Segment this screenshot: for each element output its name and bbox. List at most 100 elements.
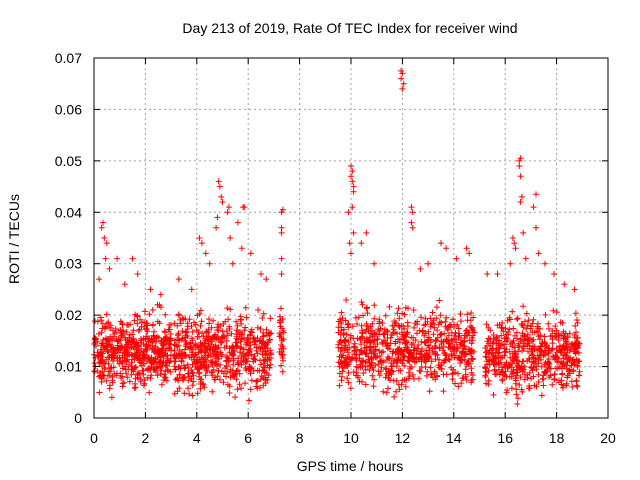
- data-point: [547, 365, 554, 372]
- data-point: [191, 319, 197, 326]
- data-point: [374, 341, 381, 347]
- data-point: [446, 356, 453, 363]
- data-point: [234, 359, 241, 366]
- data-point: [426, 347, 433, 354]
- data-point: [511, 353, 518, 360]
- data-point: [345, 349, 351, 356]
- data-point: [529, 352, 536, 359]
- data-point: [382, 366, 389, 373]
- data-point: [198, 318, 205, 325]
- data-point: [417, 265, 424, 272]
- data-point: [394, 346, 401, 353]
- data-point: [135, 328, 142, 334]
- data-point: [114, 370, 120, 377]
- data-point: [493, 335, 500, 341]
- data-point: [421, 322, 427, 329]
- data-point: [429, 321, 436, 328]
- data-point: [508, 373, 515, 380]
- data-point: [464, 311, 471, 318]
- data-point: [348, 250, 354, 257]
- data-point: [246, 348, 253, 355]
- data-point: [121, 349, 128, 356]
- data-point: [257, 357, 263, 364]
- data-point: [204, 367, 211, 374]
- data-point: [147, 375, 154, 382]
- data-point: [194, 333, 201, 340]
- data-point: [418, 364, 425, 371]
- data-point: [515, 348, 522, 355]
- data-point: [151, 335, 158, 341]
- data-point: [142, 336, 149, 343]
- data-point: [119, 365, 126, 372]
- data-point: [144, 343, 151, 350]
- data-point: [124, 374, 131, 381]
- data-point: [175, 311, 182, 318]
- data-point: [560, 328, 567, 335]
- data-point: [358, 299, 365, 306]
- data-point: [553, 349, 560, 356]
- data-point: [146, 389, 153, 396]
- data-point: [209, 388, 216, 395]
- data-point: [226, 383, 233, 390]
- data-point: [346, 355, 353, 362]
- data-point: [466, 337, 473, 344]
- data-point: [430, 331, 437, 338]
- data-point: [458, 350, 465, 357]
- data-point: [228, 330, 235, 337]
- data-point: [355, 314, 362, 321]
- data-point: [524, 342, 531, 349]
- data-point: [507, 260, 514, 267]
- data-point: [211, 374, 218, 381]
- data-point: [549, 381, 556, 388]
- data-point: [503, 346, 510, 353]
- data-point: [551, 371, 558, 378]
- data-point: [435, 321, 442, 328]
- data-point: [229, 260, 236, 267]
- data-point: [194, 390, 201, 397]
- data-point: [230, 344, 237, 351]
- data-point: [113, 329, 120, 336]
- data-point: [464, 330, 471, 336]
- data-point: [128, 371, 135, 378]
- data-point: [404, 319, 411, 326]
- data-point: [123, 370, 130, 377]
- data-point: [553, 365, 559, 372]
- data-point: [415, 356, 422, 363]
- data-point: [390, 348, 397, 355]
- data-point: [430, 317, 437, 324]
- data-point: [166, 341, 173, 348]
- data-point: [564, 358, 571, 365]
- data-point: [172, 358, 179, 365]
- chart-title: Day 213 of 2019, Rate Of TEC Index for r…: [182, 20, 517, 36]
- data-point: [239, 350, 246, 357]
- data-point: [401, 325, 408, 332]
- data-point: [520, 229, 527, 236]
- data-point: [242, 380, 248, 387]
- data-point: [220, 333, 227, 340]
- data-point: [138, 360, 145, 367]
- data-point: [409, 355, 416, 362]
- data-point: [545, 348, 552, 355]
- data-point: [401, 354, 407, 360]
- data-point: [566, 368, 573, 375]
- data-point: [145, 365, 152, 372]
- data-point: [445, 356, 452, 362]
- data-point: [224, 305, 231, 312]
- data-point: [146, 335, 153, 342]
- data-point: [371, 315, 378, 322]
- data-point: [256, 367, 263, 374]
- data-point: [461, 344, 468, 350]
- data-point: [200, 333, 207, 340]
- data-point: [370, 383, 377, 390]
- data-point: [369, 364, 376, 371]
- data-point: [360, 312, 366, 319]
- data-point: [519, 368, 526, 375]
- data-point: [349, 168, 356, 175]
- data-point: [369, 327, 376, 334]
- data-point: [102, 255, 109, 262]
- data-point: [386, 303, 393, 310]
- data-point: [448, 351, 455, 357]
- data-point: [160, 343, 167, 350]
- data-point: [548, 346, 555, 353]
- data-point: [470, 314, 477, 321]
